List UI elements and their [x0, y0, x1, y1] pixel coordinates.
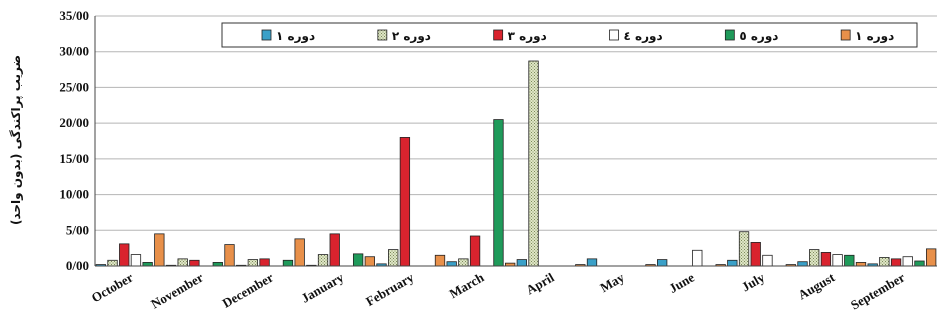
bar [809, 249, 820, 267]
bar [738, 231, 750, 267]
x-tick-label: April [523, 269, 556, 297]
bar [388, 249, 399, 267]
bar [142, 262, 153, 267]
legend: دوره ۱ دوره ۲ دوره ۳ دوره ٤ دوره ٥ دوره ۱ [221, 22, 918, 48]
y-tick-label: 20/00 [59, 115, 89, 130]
bar [212, 262, 223, 267]
legend-label: دوره ۱ [276, 29, 315, 44]
legend-swatch [840, 29, 851, 41]
legend-label: دوره ٤ [624, 29, 663, 44]
bar [446, 261, 457, 267]
y-tick-label: 15/00 [59, 151, 89, 166]
legend-swatch [261, 29, 272, 41]
bar [762, 254, 773, 267]
bar [879, 257, 890, 267]
bar [364, 256, 375, 267]
bar [750, 242, 761, 267]
bar [352, 253, 364, 267]
bar [797, 261, 808, 267]
x-tick-label: July [739, 269, 768, 294]
bar [107, 259, 118, 267]
bars [95, 60, 937, 267]
bar [189, 259, 200, 267]
legend-swatch [609, 29, 619, 41]
y-tick-label: 0/00 [66, 258, 89, 273]
bar [294, 238, 305, 267]
bar [259, 258, 270, 267]
bar [516, 259, 527, 267]
y-tick-label: 5/00 [66, 222, 89, 237]
bar [890, 258, 902, 267]
bar [692, 249, 703, 267]
bar [154, 233, 165, 267]
x-tick-label: December [220, 270, 276, 311]
bar [399, 137, 411, 267]
legend-swatch [377, 29, 388, 41]
y-axis-label: ضریب پراکندگی (بدون واحد) [9, 55, 24, 225]
bar [469, 235, 481, 267]
x-tick-label: February [363, 269, 417, 309]
bar [926, 248, 937, 267]
x-tick-label: May [597, 269, 627, 295]
x-tick-label: June [666, 269, 697, 295]
x-tick-label: August [795, 269, 837, 302]
x-tick-label: October [89, 269, 136, 305]
legend-label: دوره ۱ [855, 29, 894, 44]
y-tick-label: 30/00 [59, 44, 89, 59]
legend-label: دوره ۲ [392, 29, 431, 44]
x-tick-label: November [148, 269, 206, 311]
bar [820, 252, 832, 267]
bar [914, 260, 925, 267]
bar [458, 258, 469, 267]
x-tick-label: March [447, 269, 487, 301]
bar [844, 254, 855, 267]
bar [224, 244, 235, 267]
legend-swatch [724, 29, 735, 41]
bar [586, 258, 598, 267]
bar [727, 259, 738, 267]
x-tick-label: September [848, 269, 908, 312]
bar [855, 262, 867, 267]
bar [177, 258, 188, 267]
bar [119, 243, 130, 267]
legend-swatch [493, 29, 504, 41]
bar [493, 119, 504, 267]
y-tick-label: 10/00 [59, 187, 89, 202]
grid [95, 15, 937, 267]
y-tick-label: 25/00 [59, 79, 89, 94]
bar [434, 254, 446, 267]
bar [317, 254, 329, 267]
legend-label: دوره ٥ [739, 29, 778, 44]
legend-label: دوره ۳ [508, 29, 547, 44]
legend-box [221, 22, 918, 48]
bar [329, 233, 340, 267]
x-tick-label: January [299, 269, 347, 305]
bar [832, 254, 843, 267]
bar [528, 60, 539, 267]
bar [247, 259, 259, 267]
y-tick-label: 35/00 [59, 8, 89, 23]
bar [130, 254, 142, 267]
bar [902, 256, 913, 267]
bar [282, 259, 294, 267]
bar [657, 259, 668, 267]
